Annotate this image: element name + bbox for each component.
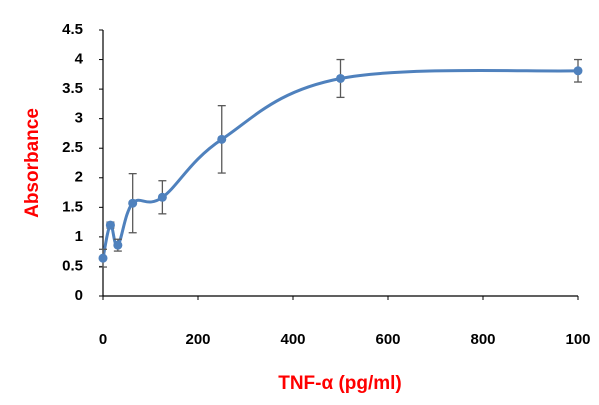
line	[101, 69, 579, 259]
point	[128, 198, 138, 208]
y-tick-label: 4.5	[62, 21, 83, 38]
x-tick-label: 0	[99, 331, 107, 348]
y-tick-label: 2	[75, 169, 83, 186]
point	[98, 253, 108, 263]
x-axis-label: TNF-α (pg/ml)	[278, 373, 402, 394]
x-tick-label: 100	[565, 331, 590, 348]
y-tick-label: 0.5	[62, 257, 83, 274]
point	[157, 192, 167, 202]
y-tick-label: 1.5	[62, 198, 83, 215]
x-tick-label: 600	[375, 331, 400, 348]
y-tick-label: 4	[75, 51, 84, 68]
x-tick-label: 200	[185, 331, 210, 348]
point	[217, 134, 227, 144]
y-axis-label: Absorbance	[22, 108, 43, 218]
x-tick-label: 400	[280, 331, 305, 348]
point	[105, 220, 115, 230]
y-tick-label: 3.5	[62, 80, 83, 97]
y-tick-label: 2.5	[62, 139, 83, 156]
x-tick-label: 800	[470, 331, 495, 348]
point	[573, 66, 583, 76]
y-tick-label: 0	[75, 287, 83, 304]
point	[336, 73, 345, 83]
point	[113, 240, 123, 250]
y-tick-label: 3	[75, 110, 83, 127]
y-tick-label: 1	[75, 228, 83, 245]
